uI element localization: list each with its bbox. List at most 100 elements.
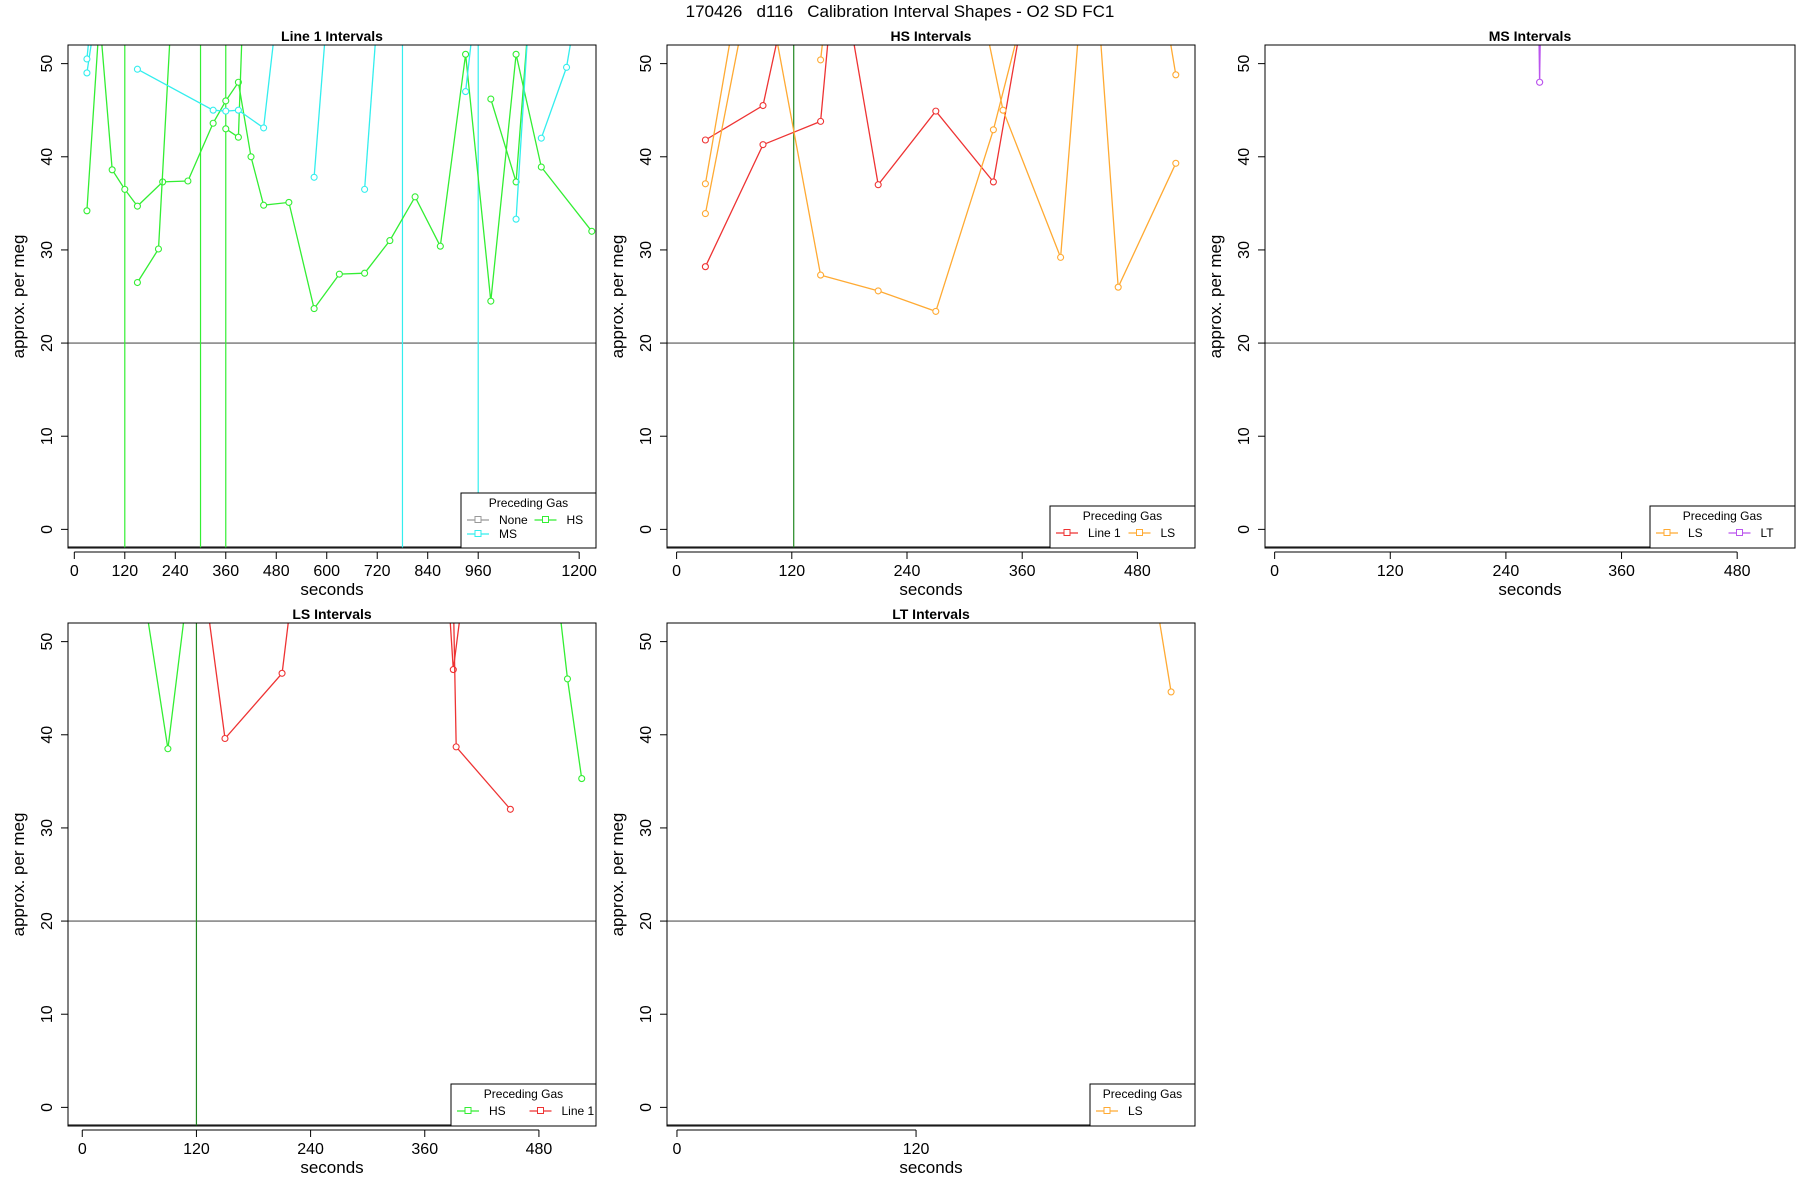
panel-title: Line 1 Intervals	[281, 28, 383, 44]
panel-title: LS Intervals	[292, 606, 372, 622]
series-line-line-1	[705, 45, 777, 141]
data-point	[1167, 688, 1175, 696]
x-tick-label: 0	[70, 563, 79, 580]
plot-frame	[67, 44, 597, 549]
data-point	[154, 245, 163, 253]
data-point	[701, 136, 709, 144]
x-tick-label: 480	[263, 563, 290, 580]
data-point	[1172, 159, 1180, 167]
series-line-ms	[515, 45, 528, 220]
data-point	[759, 141, 767, 149]
data-point	[512, 215, 520, 223]
legend-entry-label: MS	[499, 527, 517, 541]
data-point	[83, 207, 91, 215]
series-line-lt	[1538, 45, 1541, 83]
data-point	[989, 178, 997, 186]
legend-swatch-marker	[464, 1107, 472, 1114]
data-point	[222, 97, 230, 105]
x-axis-label: seconds	[1498, 580, 1561, 599]
y-tick-label: 40	[1236, 148, 1253, 166]
y-tick-label: 10	[39, 427, 56, 445]
data-point	[1114, 283, 1122, 291]
legend-box	[450, 1083, 597, 1127]
series-line-ls	[704, 45, 731, 184]
data-point	[817, 271, 825, 279]
x-tick-label: 360	[1608, 563, 1635, 580]
data-point	[411, 193, 419, 201]
y-tick-label: 10	[39, 1005, 56, 1023]
plot-area	[68, 623, 596, 1126]
series-line-ms	[137, 45, 274, 130]
x-tick-label: 0	[672, 563, 681, 580]
legend-entry-label: LS	[1128, 1104, 1143, 1118]
y-tick-label: 10	[638, 1005, 655, 1023]
plot-frame	[1264, 44, 1796, 549]
data-point	[164, 745, 172, 753]
legend-swatch-marker	[542, 516, 549, 523]
data-point	[310, 305, 318, 313]
panel-4: LS Intervals 0 10 20 30 40 50 0 120 240 360 480 seco…	[9, 606, 597, 1177]
series-line-ls	[1159, 623, 1172, 693]
series-line-ls	[988, 45, 1079, 258]
legend-swatch-marker	[1063, 529, 1071, 536]
legend-entry-label: LT	[1761, 526, 1775, 540]
legend-entry-label: LS	[1161, 526, 1176, 540]
plot-frame	[666, 622, 1196, 1127]
x-tick-label: 480	[1724, 563, 1751, 580]
panel-title: HS Intervals	[891, 28, 972, 44]
y-tick-label: 50	[638, 55, 655, 73]
series-line-ls	[777, 45, 1016, 313]
y-tick-label: 20	[1236, 334, 1253, 352]
data-point	[209, 106, 217, 114]
data-point	[221, 734, 229, 743]
panel-title: MS Intervals	[1489, 28, 1572, 44]
x-tick-label: 120	[183, 1141, 210, 1158]
x-tick-label: 240	[297, 1141, 324, 1158]
legend-swatch-marker	[474, 530, 482, 537]
data-point	[310, 173, 318, 181]
data-point	[1536, 78, 1544, 86]
legend: Preceding Gas LS	[1089, 1083, 1196, 1127]
data-point	[108, 166, 116, 174]
plot-area	[667, 45, 1195, 548]
data-point	[578, 775, 586, 783]
legend-entry-label: Line 1	[1088, 526, 1121, 540]
y-axis-label: approx. per meg	[9, 813, 28, 937]
y-tick-label: 50	[39, 633, 56, 651]
data-point	[260, 201, 268, 209]
legend-entry-label: HS	[489, 1104, 506, 1118]
data-point	[759, 101, 767, 110]
y-tick-label: 10	[1236, 427, 1253, 445]
data-point	[512, 50, 520, 58]
data-point	[121, 185, 129, 193]
data-point	[989, 126, 997, 134]
series-line-ms	[313, 45, 326, 178]
data-point	[537, 163, 545, 171]
main-title: 170426 d116 Calibration Interval Shapes …	[685, 2, 1115, 21]
x-axis-label: seconds	[300, 1158, 363, 1177]
y-tick-label: 0	[1236, 525, 1253, 534]
data-point	[563, 675, 572, 683]
series-line-ls	[819, 45, 823, 60]
series-line-hs	[225, 45, 243, 139]
y-axis-label: approx. per meg	[9, 235, 28, 359]
y-tick-label: 0	[39, 525, 56, 534]
data-point	[537, 134, 545, 142]
plot-area	[68, 45, 596, 548]
legend-swatch-marker	[1103, 1107, 1111, 1114]
y-tick-label: 50	[638, 633, 655, 651]
data-point	[247, 153, 255, 161]
data-point	[817, 117, 825, 125]
series-line-ms	[464, 45, 472, 92]
series-line-hs	[136, 45, 171, 283]
panel-title: LT Intervals	[892, 606, 970, 622]
y-tick-label: 30	[39, 819, 56, 837]
x-tick-label: 720	[364, 563, 391, 580]
legend-swatch-marker	[1663, 529, 1671, 536]
x-tick-label: 240	[162, 563, 189, 580]
data-point	[260, 124, 268, 132]
data-point	[487, 297, 495, 305]
legend-box	[1049, 505, 1196, 549]
data-point	[932, 307, 940, 315]
